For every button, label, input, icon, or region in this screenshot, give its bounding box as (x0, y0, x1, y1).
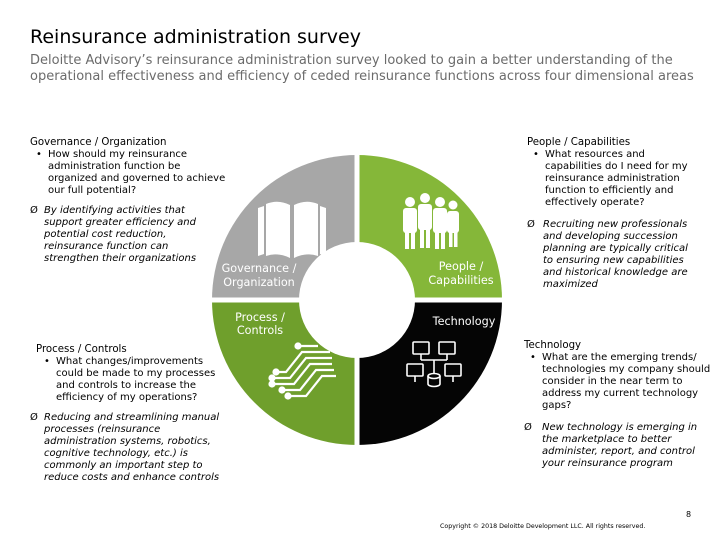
governance-note: Ø By identifying activities that support… (30, 205, 220, 265)
people-group-icon (403, 193, 459, 249)
technology-note: Ø New technology is emerging in the mark… (524, 422, 704, 470)
people-note: Ø Recruiting new professionals and devel… (527, 219, 693, 291)
technology-text-block: Technology • What are the emerging trend… (524, 340, 714, 470)
page-number: 8 (686, 510, 692, 519)
network-database-icon (406, 341, 462, 388)
bullet-icon: • (533, 149, 539, 160)
process-note: Ø Reducing and streamlining manual proce… (30, 412, 226, 484)
people-label-line1: People / (439, 260, 484, 273)
copyright-notice: Copyright © 2018 Deloitte Development LL… (440, 523, 646, 530)
arrow-icon: Ø (524, 422, 532, 433)
technology-label: Technology (432, 315, 496, 328)
governance-label-line2: Organization (223, 276, 295, 289)
bullet-icon: • (36, 149, 42, 160)
process-note-text: Reducing and streamlining manual process… (44, 412, 220, 483)
people-label-line2: Capabilities (428, 274, 493, 287)
governance-heading: Governance / Organization (30, 137, 167, 148)
governance-question-text: How should my reinsurance administration… (48, 149, 226, 196)
process-label-line2: Controls (237, 324, 283, 337)
process-text-block: Process / Controls • What changes/improv… (30, 344, 226, 484)
people-heading: People / Capabilities (527, 137, 631, 148)
bullet-icon: • (530, 352, 536, 363)
technology-question: • What are the emerging trends/ technolo… (530, 352, 714, 412)
people-question-text: What resources and capabilities do I nee… (545, 149, 688, 208)
page-subtitle: Deloitte Advisory’s reinsurance administ… (30, 53, 694, 84)
process-question: • What changes/improvements could be mad… (44, 356, 226, 404)
governance-label-line1: Governance / (222, 262, 297, 275)
process-question-text: What changes/improvements could be made … (56, 356, 216, 403)
center-circle (299, 242, 415, 358)
governance-question: • How should my reinsurance administrati… (36, 149, 230, 197)
arrow-icon: Ø (30, 412, 38, 423)
arrow-icon: Ø (527, 219, 535, 230)
governance-note-text: By identifying activities that support g… (44, 205, 197, 264)
arrow-icon: Ø (30, 205, 38, 216)
technology-question-text: What are the emerging trends/ technologi… (542, 352, 711, 411)
process-label-line1: Process / (235, 311, 285, 324)
technology-note-text: New technology is emerging in the market… (542, 422, 698, 469)
technology-heading: Technology (524, 340, 582, 351)
governance-text-block: Governance / Organization • How should m… (30, 137, 230, 265)
people-text-block: People / Capabilities • What resources a… (527, 137, 693, 291)
process-heading: Process / Controls (36, 344, 127, 355)
book-icon (258, 201, 326, 258)
people-note-text: Recruiting new professionals and develop… (543, 219, 688, 290)
people-question: • What resources and capabilities do I n… (533, 149, 693, 209)
circuit-icon (268, 342, 336, 400)
bullet-icon: • (44, 356, 50, 367)
page-title: Reinsurance administration survey (30, 26, 361, 48)
